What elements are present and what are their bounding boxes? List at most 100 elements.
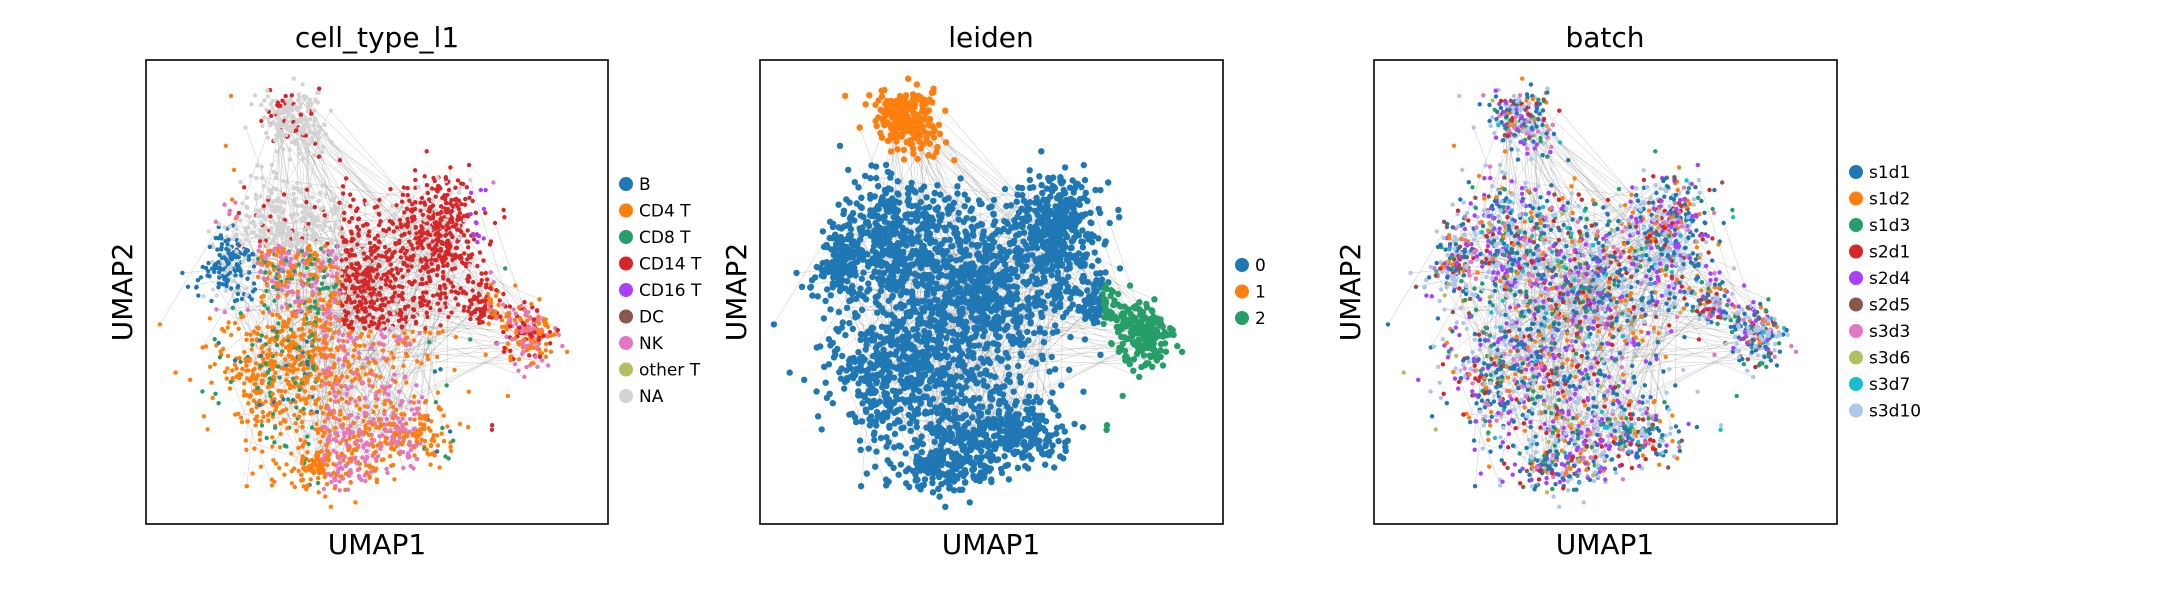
cell-point [378, 374, 383, 380]
cell-point [392, 477, 397, 482]
cell-point [407, 439, 412, 445]
cell-point [537, 347, 542, 352]
cell-point [326, 412, 331, 417]
cell-point [318, 318, 323, 323]
cell-point [340, 191, 346, 196]
cell-point [337, 479, 342, 484]
cell-point [384, 417, 389, 422]
cell-point [410, 329, 415, 334]
cell-point [441, 263, 446, 269]
cell-point [209, 266, 215, 271]
cell-point [207, 316, 212, 321]
cell-point [296, 249, 301, 254]
cell-point [1022, 263, 1030, 270]
cell-point [349, 300, 354, 305]
cell-point [397, 420, 403, 425]
cell-point [945, 210, 952, 217]
cell-point [294, 428, 299, 433]
cell-point [432, 220, 437, 225]
cell-point [328, 504, 334, 509]
cell-point [207, 244, 213, 250]
cell-point [244, 286, 249, 291]
cell-point [282, 472, 287, 477]
cell-point [275, 312, 280, 317]
graph-edge [234, 291, 379, 428]
cell-point [526, 328, 532, 333]
cell-point [339, 270, 344, 276]
cell-point [269, 191, 274, 196]
cell-point [291, 199, 296, 204]
x-axis-label: UMAP1 [328, 528, 427, 561]
cell-point [488, 270, 493, 275]
cell-point [342, 455, 347, 460]
cell-point [336, 331, 341, 336]
cell-point [322, 213, 327, 218]
cell-point [496, 302, 501, 308]
cell-point [173, 370, 178, 375]
cell-point [462, 202, 468, 207]
cell-point [332, 389, 337, 394]
cell-point [235, 242, 240, 247]
cell-point [346, 447, 351, 453]
cell-point [366, 256, 371, 261]
cell-point [259, 175, 265, 181]
cell-point [378, 280, 383, 285]
cell-point [485, 291, 491, 297]
cell-point [273, 241, 278, 246]
cell-point [484, 277, 490, 282]
cell-point [239, 372, 244, 377]
cell-point [247, 270, 252, 275]
cell-point [268, 123, 273, 128]
cell-point [340, 303, 345, 308]
cell-point [488, 308, 493, 313]
cell-point [358, 438, 364, 443]
cell-point [244, 292, 249, 298]
cell-point [395, 432, 400, 437]
cell-point [265, 370, 270, 375]
cell-point [391, 334, 397, 339]
cell-point [273, 109, 278, 115]
cell-point [343, 463, 348, 468]
graph-edge [334, 316, 405, 415]
cell-point [273, 370, 278, 375]
cell-point [460, 260, 465, 265]
cell-point [377, 197, 382, 203]
cell-point [381, 342, 386, 347]
cell-point [418, 268, 423, 273]
cell-point [357, 299, 362, 304]
cell-point [426, 254, 431, 259]
cell-point [418, 303, 423, 308]
cell-point [974, 379, 981, 386]
cell-point [327, 328, 332, 333]
cell-point [321, 205, 326, 210]
graph-edge [300, 134, 390, 313]
cell-point [475, 263, 480, 269]
cell-point [363, 372, 368, 377]
cell-point [234, 214, 239, 219]
cell-point [306, 142, 311, 147]
cell-point [433, 400, 438, 405]
cell-point [323, 345, 329, 351]
cell-point [303, 468, 308, 473]
cell-point [234, 226, 239, 232]
cell-point [348, 204, 353, 209]
cell-point [348, 480, 353, 485]
cell-point [307, 226, 312, 231]
legend-label: CD14 T [639, 255, 702, 275]
cell-point [342, 355, 348, 360]
cell-point [215, 247, 220, 252]
cell-point [295, 98, 301, 103]
cell-point [342, 433, 347, 439]
cell-point [440, 195, 445, 201]
cell-point [274, 334, 279, 340]
cell-point [445, 192, 450, 198]
cell-point [353, 286, 358, 291]
cell-point [185, 284, 191, 289]
cell-point [260, 123, 265, 129]
cell-point [320, 227, 325, 232]
cell-point [236, 210, 242, 216]
cell-point [357, 264, 362, 269]
cell-point [529, 334, 534, 339]
cell-point [225, 325, 230, 330]
cell-point [306, 441, 311, 447]
